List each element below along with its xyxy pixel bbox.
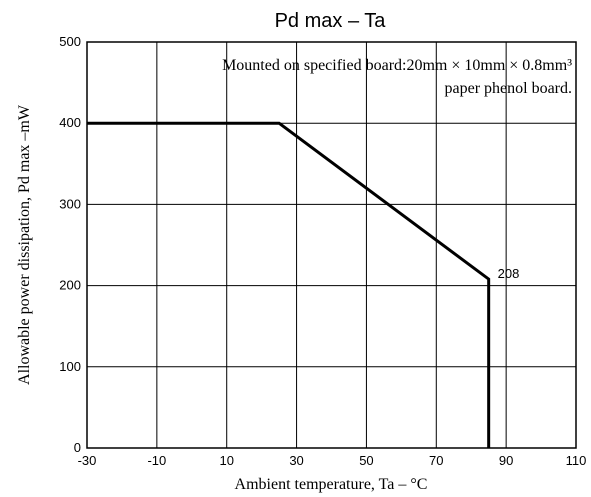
- x-tick-label: 10: [219, 453, 233, 468]
- y-axis-label: Allowable power dissipation, Pd max –mW: [16, 104, 33, 385]
- y-tick-label: 500: [59, 34, 81, 49]
- y-tick-label: 0: [74, 440, 81, 455]
- plot-frame: [86, 41, 577, 449]
- x-axis-label: Ambient temperature, Ta – °C: [235, 476, 428, 493]
- data-label: 208: [498, 266, 520, 281]
- x-tick-label: 50: [359, 453, 373, 468]
- x-tick-label: -30: [78, 453, 97, 468]
- y-tick-label: 300: [59, 196, 81, 211]
- y-tick-label: 200: [59, 278, 81, 293]
- y-tick-label: 100: [59, 359, 81, 374]
- x-tick-label: -10: [147, 453, 166, 468]
- y-tick-label: 400: [59, 115, 81, 130]
- x-tick-label: 30: [289, 453, 303, 468]
- series-line: [87, 121, 491, 448]
- chart-title: Pd max – Ta: [275, 10, 387, 32]
- annotation-line-2: paper phenol board.: [444, 80, 572, 97]
- x-tick-label: 90: [499, 453, 513, 468]
- annotation-line-1: Mounted on specified board:20mm × 10mm ×…: [222, 57, 572, 74]
- x-tick-label: 70: [429, 453, 443, 468]
- x-tick-label: 110: [566, 453, 587, 468]
